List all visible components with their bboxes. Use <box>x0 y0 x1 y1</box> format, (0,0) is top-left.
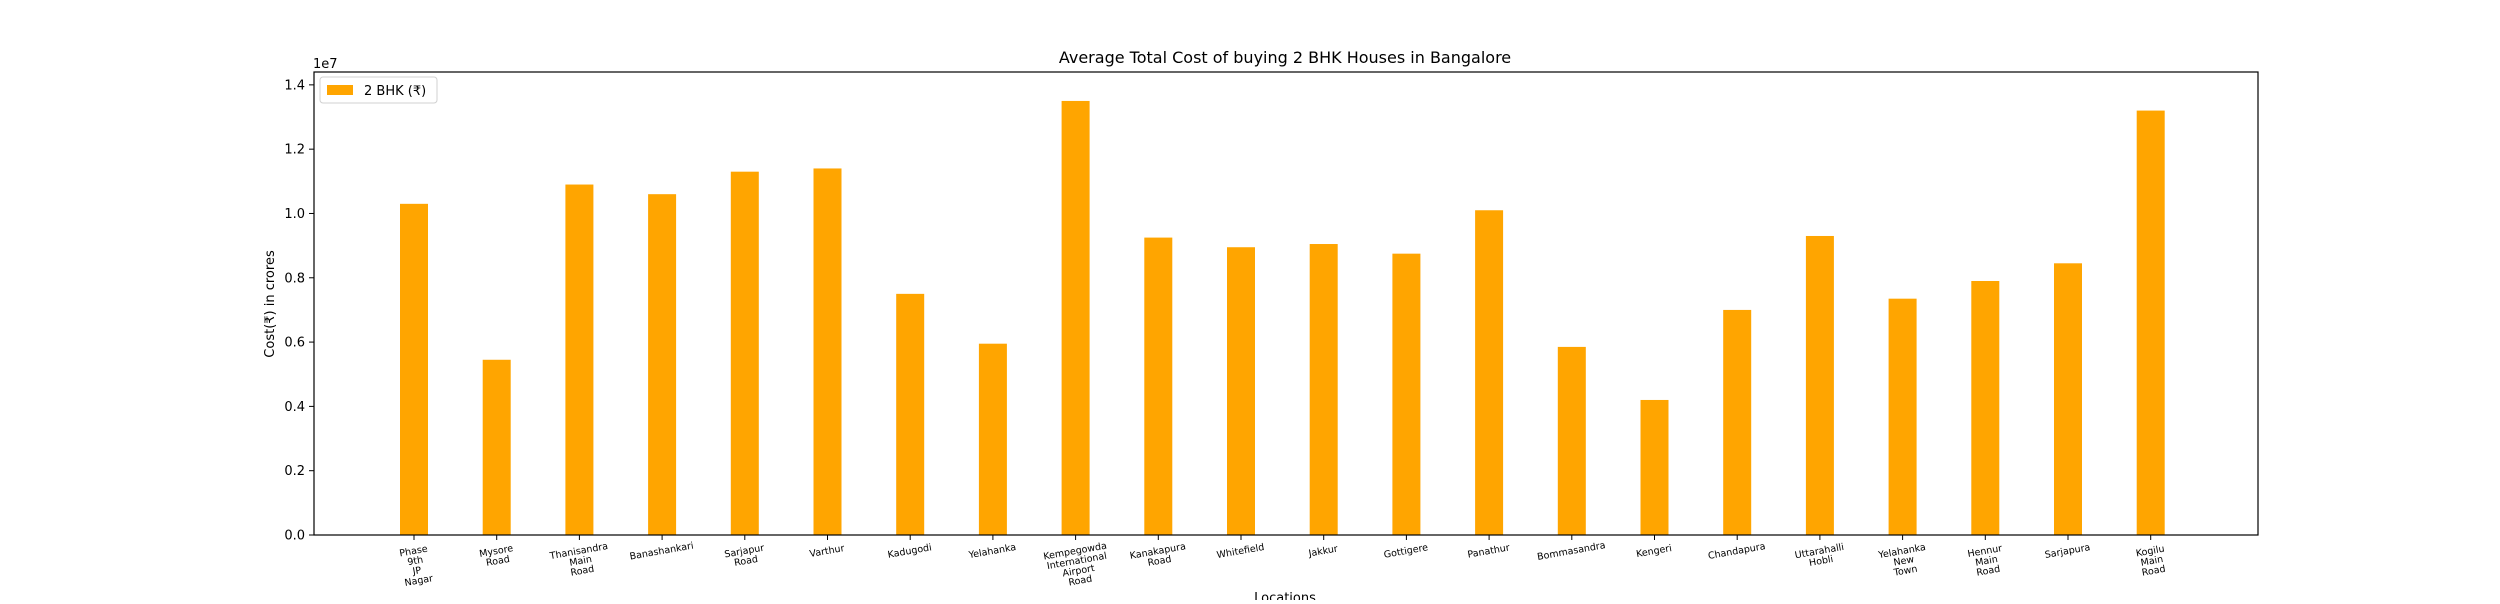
bar <box>978 343 1007 535</box>
bar <box>1557 346 1586 535</box>
bar <box>1475 210 1504 535</box>
x-tick-label: KempegowdaInternationalAirportRoad <box>1043 541 1113 593</box>
x-tick-label: Kadugodi <box>887 542 933 561</box>
x-tick-label: Kengeri <box>1635 543 1672 560</box>
x-tick-label: MysoreRoad <box>479 543 516 570</box>
y-tick-label: 0.4 <box>284 400 305 415</box>
bar <box>730 171 759 535</box>
x-tick-label: UttarahalliHobli <box>1794 542 1847 571</box>
legend-label: 2 BHK (₹) <box>364 84 426 99</box>
y-tick-label: 1.2 <box>284 143 305 158</box>
y-tick-label: 0.6 <box>284 336 305 351</box>
x-tick-label: Banashankari <box>629 541 695 563</box>
bar <box>1640 399 1669 535</box>
bar <box>896 293 925 535</box>
plot-frame <box>313 71 2259 536</box>
bar <box>1061 100 1090 535</box>
legend-swatch <box>327 85 353 95</box>
bar <box>1888 298 1917 535</box>
x-tick-label: Chandapura <box>1707 541 1766 562</box>
x-tick-label: Sarjapura <box>2044 542 2091 561</box>
x-tick-label: SarjapurRoad <box>724 543 767 571</box>
x-tick-label: Whitefield <box>1216 542 1265 561</box>
y-tick-label: 1.4 <box>284 78 305 93</box>
y-tick-label: 0.8 <box>284 271 305 286</box>
legend: 2 BHK (₹) <box>319 76 438 104</box>
x-tick-label: Bommasandra <box>1536 540 1606 563</box>
x-tick-label: Yelahanka <box>967 542 1017 561</box>
y-axis-offset-label: 1e7 <box>313 57 338 72</box>
bar <box>813 168 842 536</box>
x-tick-label: Jakkur <box>1307 544 1339 560</box>
bar <box>1971 280 2000 535</box>
bar <box>1723 309 1752 535</box>
bar <box>565 184 594 535</box>
y-tick-label: 0.2 <box>284 464 305 479</box>
y-tick-label: 1.0 <box>284 207 305 222</box>
x-tick-label: Gottigere <box>1383 542 1429 561</box>
bar <box>648 194 677 536</box>
bars-layer <box>400 100 2165 536</box>
bar <box>2136 110 2165 535</box>
bar <box>2054 263 2082 535</box>
x-tick-label: Varthur <box>809 543 846 560</box>
y-axis-label: Cost(₹) in crores <box>263 250 278 358</box>
x-tick-label: KanakapuraRoad <box>1129 541 1188 572</box>
bar <box>400 203 428 535</box>
x-axis-label: Locations <box>1254 591 1316 600</box>
bar <box>1144 237 1173 536</box>
bar <box>1392 253 1421 535</box>
x-tick-label: Phase9thJPNagar <box>398 544 433 589</box>
legend-box <box>319 76 438 104</box>
bar <box>1309 244 1338 535</box>
x-tick-label: KogiluMainRoad <box>2135 544 2169 580</box>
x-tick-label: ThanisandraMainRoad <box>548 541 612 582</box>
x-tick-label: HennurMainRoad <box>1967 543 2007 580</box>
bar <box>1227 247 1255 535</box>
x-tick-label: YelahankaNewTown <box>1877 542 1931 581</box>
y-tick-label: 0.0 <box>284 529 305 544</box>
x-tick-label: Panathur <box>1467 542 1511 560</box>
chart-title: Average Total Cost of buying 2 BHK House… <box>1059 48 1511 67</box>
bar <box>482 359 511 535</box>
bar <box>1805 235 1834 535</box>
